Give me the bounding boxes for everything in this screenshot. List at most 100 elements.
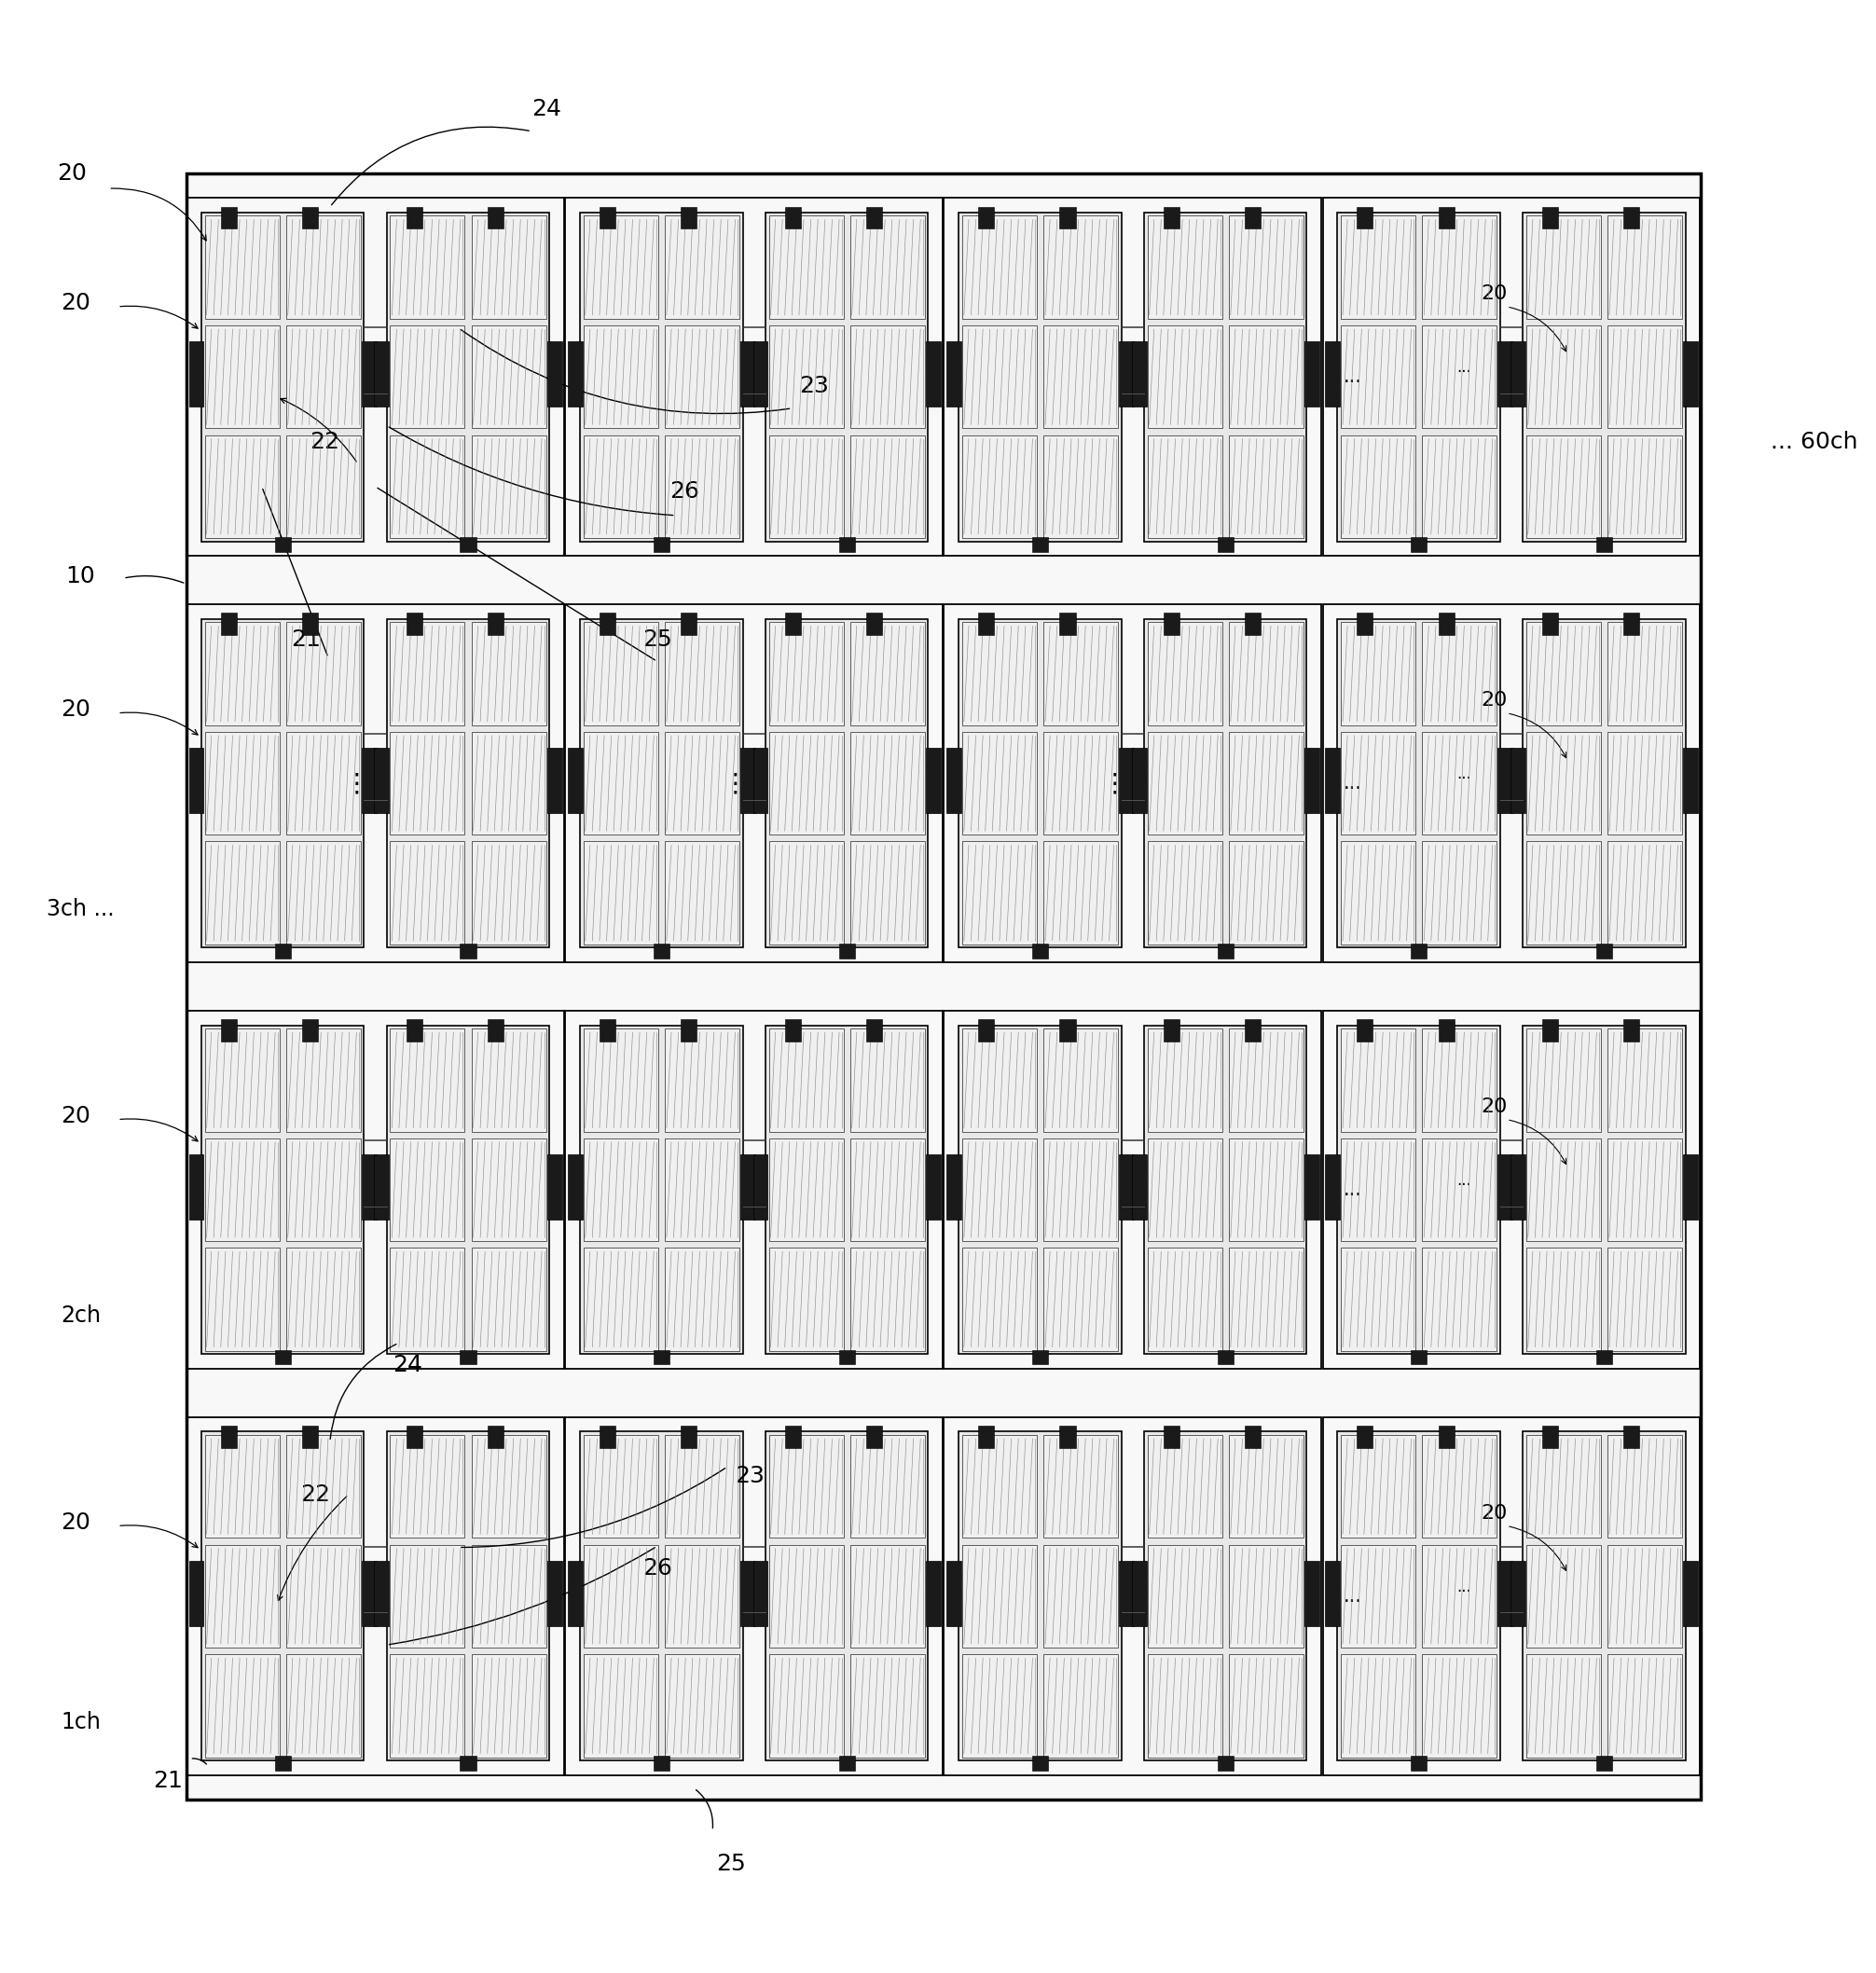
Bar	[839, 1756, 855, 1772]
Bar	[1422, 434, 1497, 539]
Bar	[1043, 1028, 1118, 1133]
Bar	[1148, 1653, 1221, 1758]
Bar	[189, 748, 204, 813]
Bar	[1032, 537, 1049, 552]
Bar	[784, 207, 801, 229]
Bar	[681, 614, 696, 635]
Bar	[488, 614, 503, 635]
Bar	[850, 732, 925, 835]
Bar	[664, 1247, 739, 1352]
Bar	[962, 434, 1037, 539]
Bar	[568, 748, 582, 813]
Text: ⋮: ⋮	[722, 769, 749, 797]
Bar	[1341, 1653, 1416, 1758]
Bar	[1229, 1434, 1304, 1539]
Bar	[962, 1247, 1037, 1352]
Bar	[373, 748, 388, 813]
Bar	[583, 1138, 658, 1241]
Bar	[1411, 1756, 1428, 1772]
Bar	[769, 1434, 844, 1539]
Bar	[1120, 1561, 1133, 1626]
Bar	[460, 943, 477, 959]
Bar	[548, 1561, 561, 1626]
Bar	[1043, 1138, 1118, 1241]
Bar	[1060, 1426, 1075, 1448]
Bar	[1131, 341, 1146, 406]
Bar	[850, 1028, 925, 1133]
Bar	[1341, 1545, 1416, 1647]
Text: 20: 20	[1480, 284, 1506, 304]
Bar	[204, 1545, 280, 1647]
Bar	[1163, 1020, 1180, 1042]
Bar	[373, 341, 388, 406]
Text: 20: 20	[1480, 1097, 1506, 1117]
Bar	[1043, 621, 1118, 726]
Bar	[204, 840, 280, 945]
Bar	[548, 1154, 561, 1219]
Bar	[1608, 1138, 1683, 1241]
Bar	[1131, 748, 1146, 813]
Bar	[1323, 1010, 1700, 1369]
Text: ⋮: ⋮	[1101, 769, 1127, 797]
Bar	[488, 1426, 503, 1448]
Text: 3ch ...: 3ch ...	[47, 898, 114, 919]
Bar	[302, 1426, 319, 1448]
Text: ⋮: ⋮	[343, 769, 370, 797]
Bar	[752, 1561, 767, 1626]
Bar	[201, 213, 364, 541]
Bar	[471, 1653, 546, 1758]
Bar	[285, 621, 360, 726]
Bar	[274, 537, 291, 552]
Bar	[1148, 1545, 1221, 1647]
Bar	[681, 207, 696, 229]
Bar	[186, 197, 565, 556]
Bar	[962, 215, 1037, 320]
Bar	[390, 215, 465, 320]
Bar	[925, 341, 940, 406]
Text: ...: ...	[1458, 359, 1471, 377]
Bar	[944, 197, 1321, 556]
Bar	[1043, 840, 1118, 945]
Bar	[1323, 1417, 1700, 1776]
Bar	[850, 1653, 925, 1758]
Text: 26: 26	[642, 1557, 672, 1580]
Text: 26: 26	[670, 479, 700, 503]
Bar	[1304, 1154, 1319, 1219]
Bar	[1229, 1028, 1304, 1133]
Bar	[471, 1138, 546, 1241]
Bar	[1596, 1756, 1611, 1772]
Bar	[204, 1653, 280, 1758]
Bar	[189, 341, 204, 406]
Bar	[1229, 1545, 1304, 1647]
Bar	[274, 943, 291, 959]
Bar	[302, 1020, 319, 1042]
Bar	[839, 537, 855, 552]
Bar	[565, 197, 944, 556]
Text: ... 60ch: ... 60ch	[1771, 430, 1859, 452]
Text: 25: 25	[642, 627, 672, 651]
Bar	[1683, 1561, 1698, 1626]
Bar	[285, 434, 360, 539]
Bar	[1527, 732, 1600, 835]
Bar	[1422, 1028, 1497, 1133]
Bar	[1527, 434, 1600, 539]
Bar	[1341, 840, 1416, 945]
Bar	[1120, 748, 1133, 813]
Bar	[1148, 1028, 1221, 1133]
Bar	[565, 1010, 944, 1369]
Bar	[1338, 1026, 1501, 1353]
Bar	[1148, 215, 1221, 320]
Bar	[1439, 1020, 1454, 1042]
Bar	[1338, 1432, 1501, 1760]
Bar	[1510, 748, 1525, 813]
Bar	[1523, 1026, 1685, 1353]
Bar	[1032, 943, 1049, 959]
Bar	[741, 1561, 756, 1626]
Bar	[765, 1432, 929, 1760]
Bar	[1323, 604, 1700, 963]
Bar	[390, 621, 465, 726]
Bar	[1683, 748, 1698, 813]
Bar	[664, 1545, 739, 1647]
Bar	[1218, 1350, 1233, 1365]
Bar	[1246, 614, 1261, 635]
